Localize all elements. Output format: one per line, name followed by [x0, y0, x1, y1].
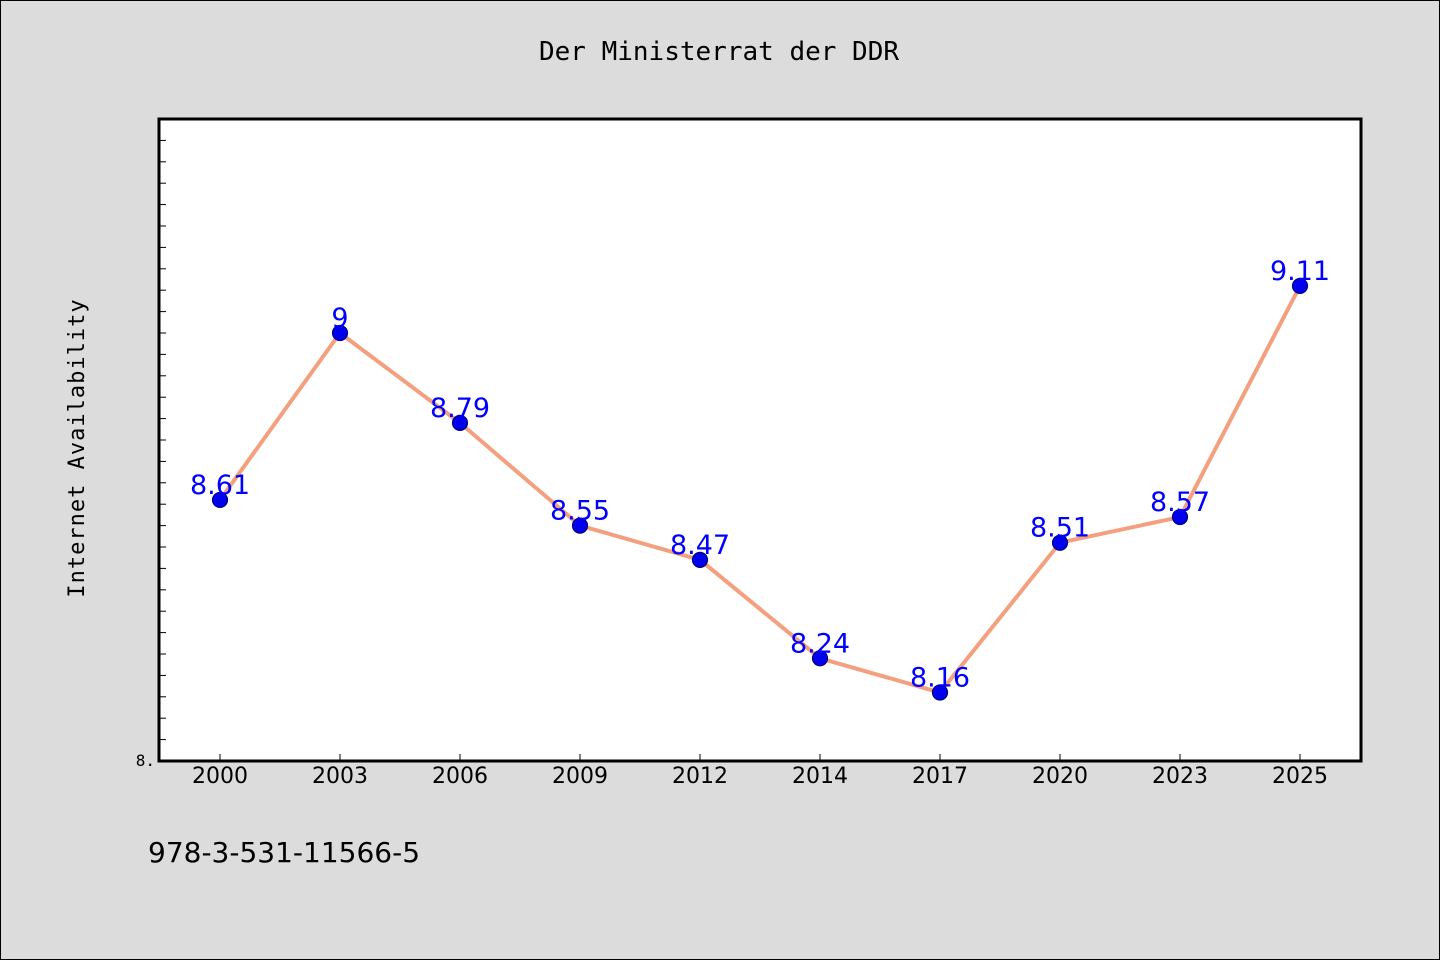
- chart-title: Der Ministerrat der DDR: [539, 37, 899, 67]
- x-tick-label: 2025: [1272, 764, 1328, 789]
- footer-isbn: 978-3-531-11566-5: [148, 836, 420, 869]
- data-point: [811, 650, 829, 667]
- data-label: 8.16: [910, 663, 970, 694]
- data-point: [1051, 534, 1069, 551]
- data-label: 8.51: [1030, 513, 1090, 544]
- plot-area: [159, 119, 1361, 761]
- x-tick-label: 2000: [192, 764, 248, 789]
- data-label: 8.57: [1150, 487, 1210, 518]
- data-point: [931, 684, 949, 701]
- data-point: [451, 414, 469, 431]
- data-point: [1171, 508, 1189, 526]
- x-tick-label: 2009: [552, 764, 608, 789]
- data-labels-layer: 8.61 9 8.79 8.55 8.47 8.24 8.16 8.51 8.57 9.11: [190, 256, 1330, 694]
- data-label: 8.79: [430, 393, 490, 424]
- data-label: 8.61: [190, 470, 250, 501]
- y-tick-label: 8.: [136, 751, 155, 770]
- x-tick-label: 2014: [792, 764, 848, 789]
- x-tick-label: 2003: [312, 764, 368, 789]
- plot-frame: [157, 117, 1363, 763]
- x-tick-label: 2023: [1152, 764, 1208, 789]
- x-axis-ticks: 2000 2003 2006 2009 2012 2014 2017 2020 2023 2025: [192, 754, 1328, 789]
- x-tick-label: 2006: [432, 764, 488, 789]
- data-label: 8.55: [550, 496, 610, 527]
- data-point: [691, 551, 709, 568]
- data-point: [571, 517, 589, 534]
- y-axis-label: Internet Availability: [65, 298, 90, 597]
- series-line: [218, 284, 1302, 695]
- x-tick-label: 2017: [912, 764, 968, 789]
- data-point: [331, 324, 349, 342]
- x-tick-label: 2012: [672, 764, 728, 789]
- series-layer: [211, 277, 1309, 701]
- data-label: 8.47: [670, 530, 730, 561]
- data-label: 9: [331, 303, 348, 334]
- data-label: 9.11: [1270, 256, 1330, 287]
- data-point: [211, 491, 229, 509]
- x-tick-label: 2020: [1032, 764, 1088, 789]
- data-point: [1291, 277, 1309, 295]
- data-label: 8.24: [790, 628, 850, 659]
